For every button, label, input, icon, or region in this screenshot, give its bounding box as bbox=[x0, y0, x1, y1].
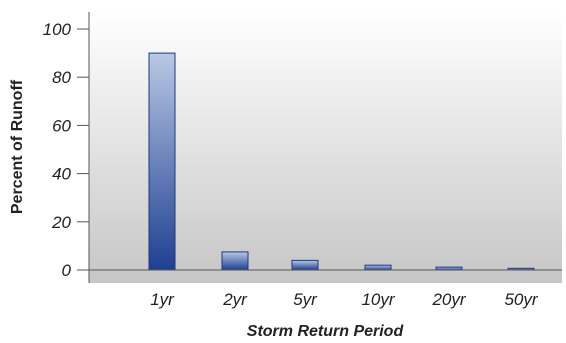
x-tick-label-5yr: 5yr bbox=[293, 290, 318, 309]
y-tick-label: 60 bbox=[52, 116, 71, 135]
tick-labels-group: 0 20 40 60 80 100 1yr 2yr 5yr 10yr 20yr 50yr bbox=[43, 20, 539, 309]
y-tick-label: 0 bbox=[62, 261, 72, 280]
x-axis-title: Storm Return Period bbox=[247, 323, 405, 340]
y-tick-label: 20 bbox=[51, 213, 71, 232]
y-axis-title: Percent of Runoff bbox=[9, 79, 26, 214]
x-tick-label-10yr: 10yr bbox=[361, 290, 395, 309]
y-tick-label: 100 bbox=[43, 20, 72, 39]
bar-10yr bbox=[364, 264, 392, 271]
x-tick-label-50yr: 50yr bbox=[504, 290, 538, 309]
y-tick-label: 40 bbox=[52, 165, 71, 184]
bar-5yr bbox=[291, 259, 319, 271]
bar-2yr bbox=[221, 251, 249, 271]
y-tick-label: 80 bbox=[52, 68, 71, 87]
axes-group bbox=[77, 12, 562, 283]
x-tick-label-1yr: 1yr bbox=[150, 290, 175, 309]
bars-group bbox=[148, 52, 535, 271]
bar-1yr bbox=[148, 52, 176, 271]
x-tick-label-20yr: 20yr bbox=[431, 290, 466, 309]
x-tick-label-2yr: 2yr bbox=[222, 290, 248, 309]
